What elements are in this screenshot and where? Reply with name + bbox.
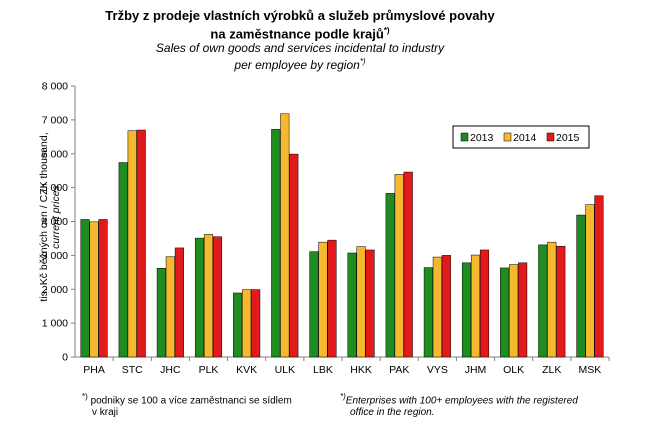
x-tick-label: KVK <box>236 364 257 376</box>
x-tick-label: HKK <box>350 364 372 376</box>
bar-2014-hkk <box>356 246 366 358</box>
bar-2015-olk <box>518 262 528 358</box>
y-tick-label: 4 000 <box>42 216 68 228</box>
bar-2015-zlk <box>556 245 566 358</box>
x-tick-label: STC <box>122 364 143 376</box>
chart-title-block: Tržby z prodeje vlastních výrobků a služ… <box>0 8 645 72</box>
bar-2013-vys <box>423 267 433 358</box>
bar-2014-olk <box>509 264 519 358</box>
bar-2015-ulk <box>289 153 299 358</box>
bar-2013-jhc <box>156 267 166 358</box>
bar-2014-pha <box>89 221 99 358</box>
bar-2013-zlk <box>538 244 548 358</box>
x-tick-label: OLK <box>503 364 524 376</box>
footnote-en-marker: *) <box>340 392 346 401</box>
y-tick-label: 5 000 <box>42 182 68 194</box>
footnote-cz-line1: podniky se 100 a více zaměstnanci se síd… <box>90 395 292 407</box>
x-tick-label: PAK <box>389 364 409 376</box>
x-tick-label: PLK <box>199 364 219 376</box>
legend-swatch-2013 <box>460 132 469 142</box>
bar-2015-jhc <box>174 247 184 358</box>
bar-2013-lbk <box>309 251 319 358</box>
y-tick-label: 3 000 <box>42 250 68 262</box>
bar-2014-jhm <box>470 254 481 358</box>
bar-2014-zlk <box>547 241 557 358</box>
title-cz-footnote-marker: *) <box>383 26 390 35</box>
bar-2013-pha <box>80 219 90 358</box>
bar-2015-jhm <box>479 249 490 358</box>
x-tick-label: JHC <box>160 364 181 376</box>
title-cz-line2: na zaměstnance podle krajů <box>210 26 384 42</box>
legend-box <box>452 125 590 149</box>
x-tick-label: LBK <box>313 364 333 376</box>
legend-label-2015: 2015 <box>556 132 580 144</box>
bar-2014-ulk <box>280 113 290 358</box>
chart-title-en: Sales of own goods and services incident… <box>0 41 645 72</box>
bar-2013-stc <box>118 162 128 358</box>
footnote-cz-marker: *) <box>82 392 88 401</box>
bar-2015-vys <box>441 255 451 358</box>
footnote-cz: *) podniky se 100 a více zaměstnanci se … <box>82 391 322 419</box>
bar-2014-msk <box>585 204 595 358</box>
bar-2014-jhc <box>165 256 175 358</box>
bar-2014-plk <box>203 234 214 358</box>
bar-2013-plk <box>194 237 205 358</box>
bar-2014-lbk <box>318 241 328 358</box>
title-en-footnote-marker: *) <box>359 57 366 67</box>
bar-2015-plk <box>212 236 223 358</box>
y-tick-label: 6 000 <box>42 148 68 160</box>
title-en-line2: per employee by region <box>234 58 360 73</box>
x-tick-label: ZLK <box>542 364 561 376</box>
bar-2015-kvk <box>251 289 261 358</box>
y-tick-label: 2 000 <box>42 284 68 296</box>
chart-title-cz: Tržby z prodeje vlastních výrobků a služ… <box>0 8 645 41</box>
legend-label-2014: 2014 <box>513 132 537 144</box>
title-cz-line1: Tržby z prodeje vlastních výrobků a služ… <box>105 8 495 23</box>
footnote-en: *)Enterprises with 100+ employees with t… <box>340 391 620 419</box>
bar-2015-msk <box>594 195 604 358</box>
x-tick-label: PHA <box>83 364 105 376</box>
y-tick-label: 1 000 <box>42 318 68 330</box>
bar-2013-hkk <box>347 252 357 358</box>
legend-swatch-2014 <box>503 132 512 142</box>
bar-2015-stc <box>136 129 146 358</box>
bar-2013-kvk <box>233 292 243 358</box>
x-tick-label: JHM <box>465 364 487 376</box>
x-tick-label: VYS <box>427 364 448 376</box>
bar-2013-pak <box>385 193 395 358</box>
x-tick-label: ULK <box>275 364 295 376</box>
bar-2015-pak <box>403 171 413 358</box>
x-tick-label: MSK <box>579 364 602 376</box>
bar-2015-lbk <box>327 239 337 358</box>
legend-label-2013: 2013 <box>470 132 494 144</box>
footnote-en-line1: Enterprises with 100+ employees with the… <box>345 395 578 407</box>
footnote-en-line2: office in the region. <box>350 407 435 419</box>
bar-2013-ulk <box>271 129 281 358</box>
bar-2014-vys <box>432 256 442 358</box>
footnote-cz-line2: v kraji <box>92 407 119 419</box>
bar-2013-jhm <box>461 262 472 358</box>
bar-2015-pha <box>98 219 108 358</box>
y-tick-label: 8 000 <box>42 81 68 93</box>
title-en-line1: Sales of own goods and services incident… <box>155 41 445 56</box>
bar-2013-olk <box>500 267 510 358</box>
y-tick-label: 7 000 <box>42 114 68 126</box>
legend-swatch-2015 <box>546 132 555 142</box>
bar-2013-msk <box>576 214 586 358</box>
bar-2015-hkk <box>365 249 375 358</box>
bar-2014-pak <box>394 174 404 358</box>
bar-2014-kvk <box>242 289 252 358</box>
y-tick-label: 0 <box>62 352 68 364</box>
bar-2014-stc <box>127 130 137 358</box>
